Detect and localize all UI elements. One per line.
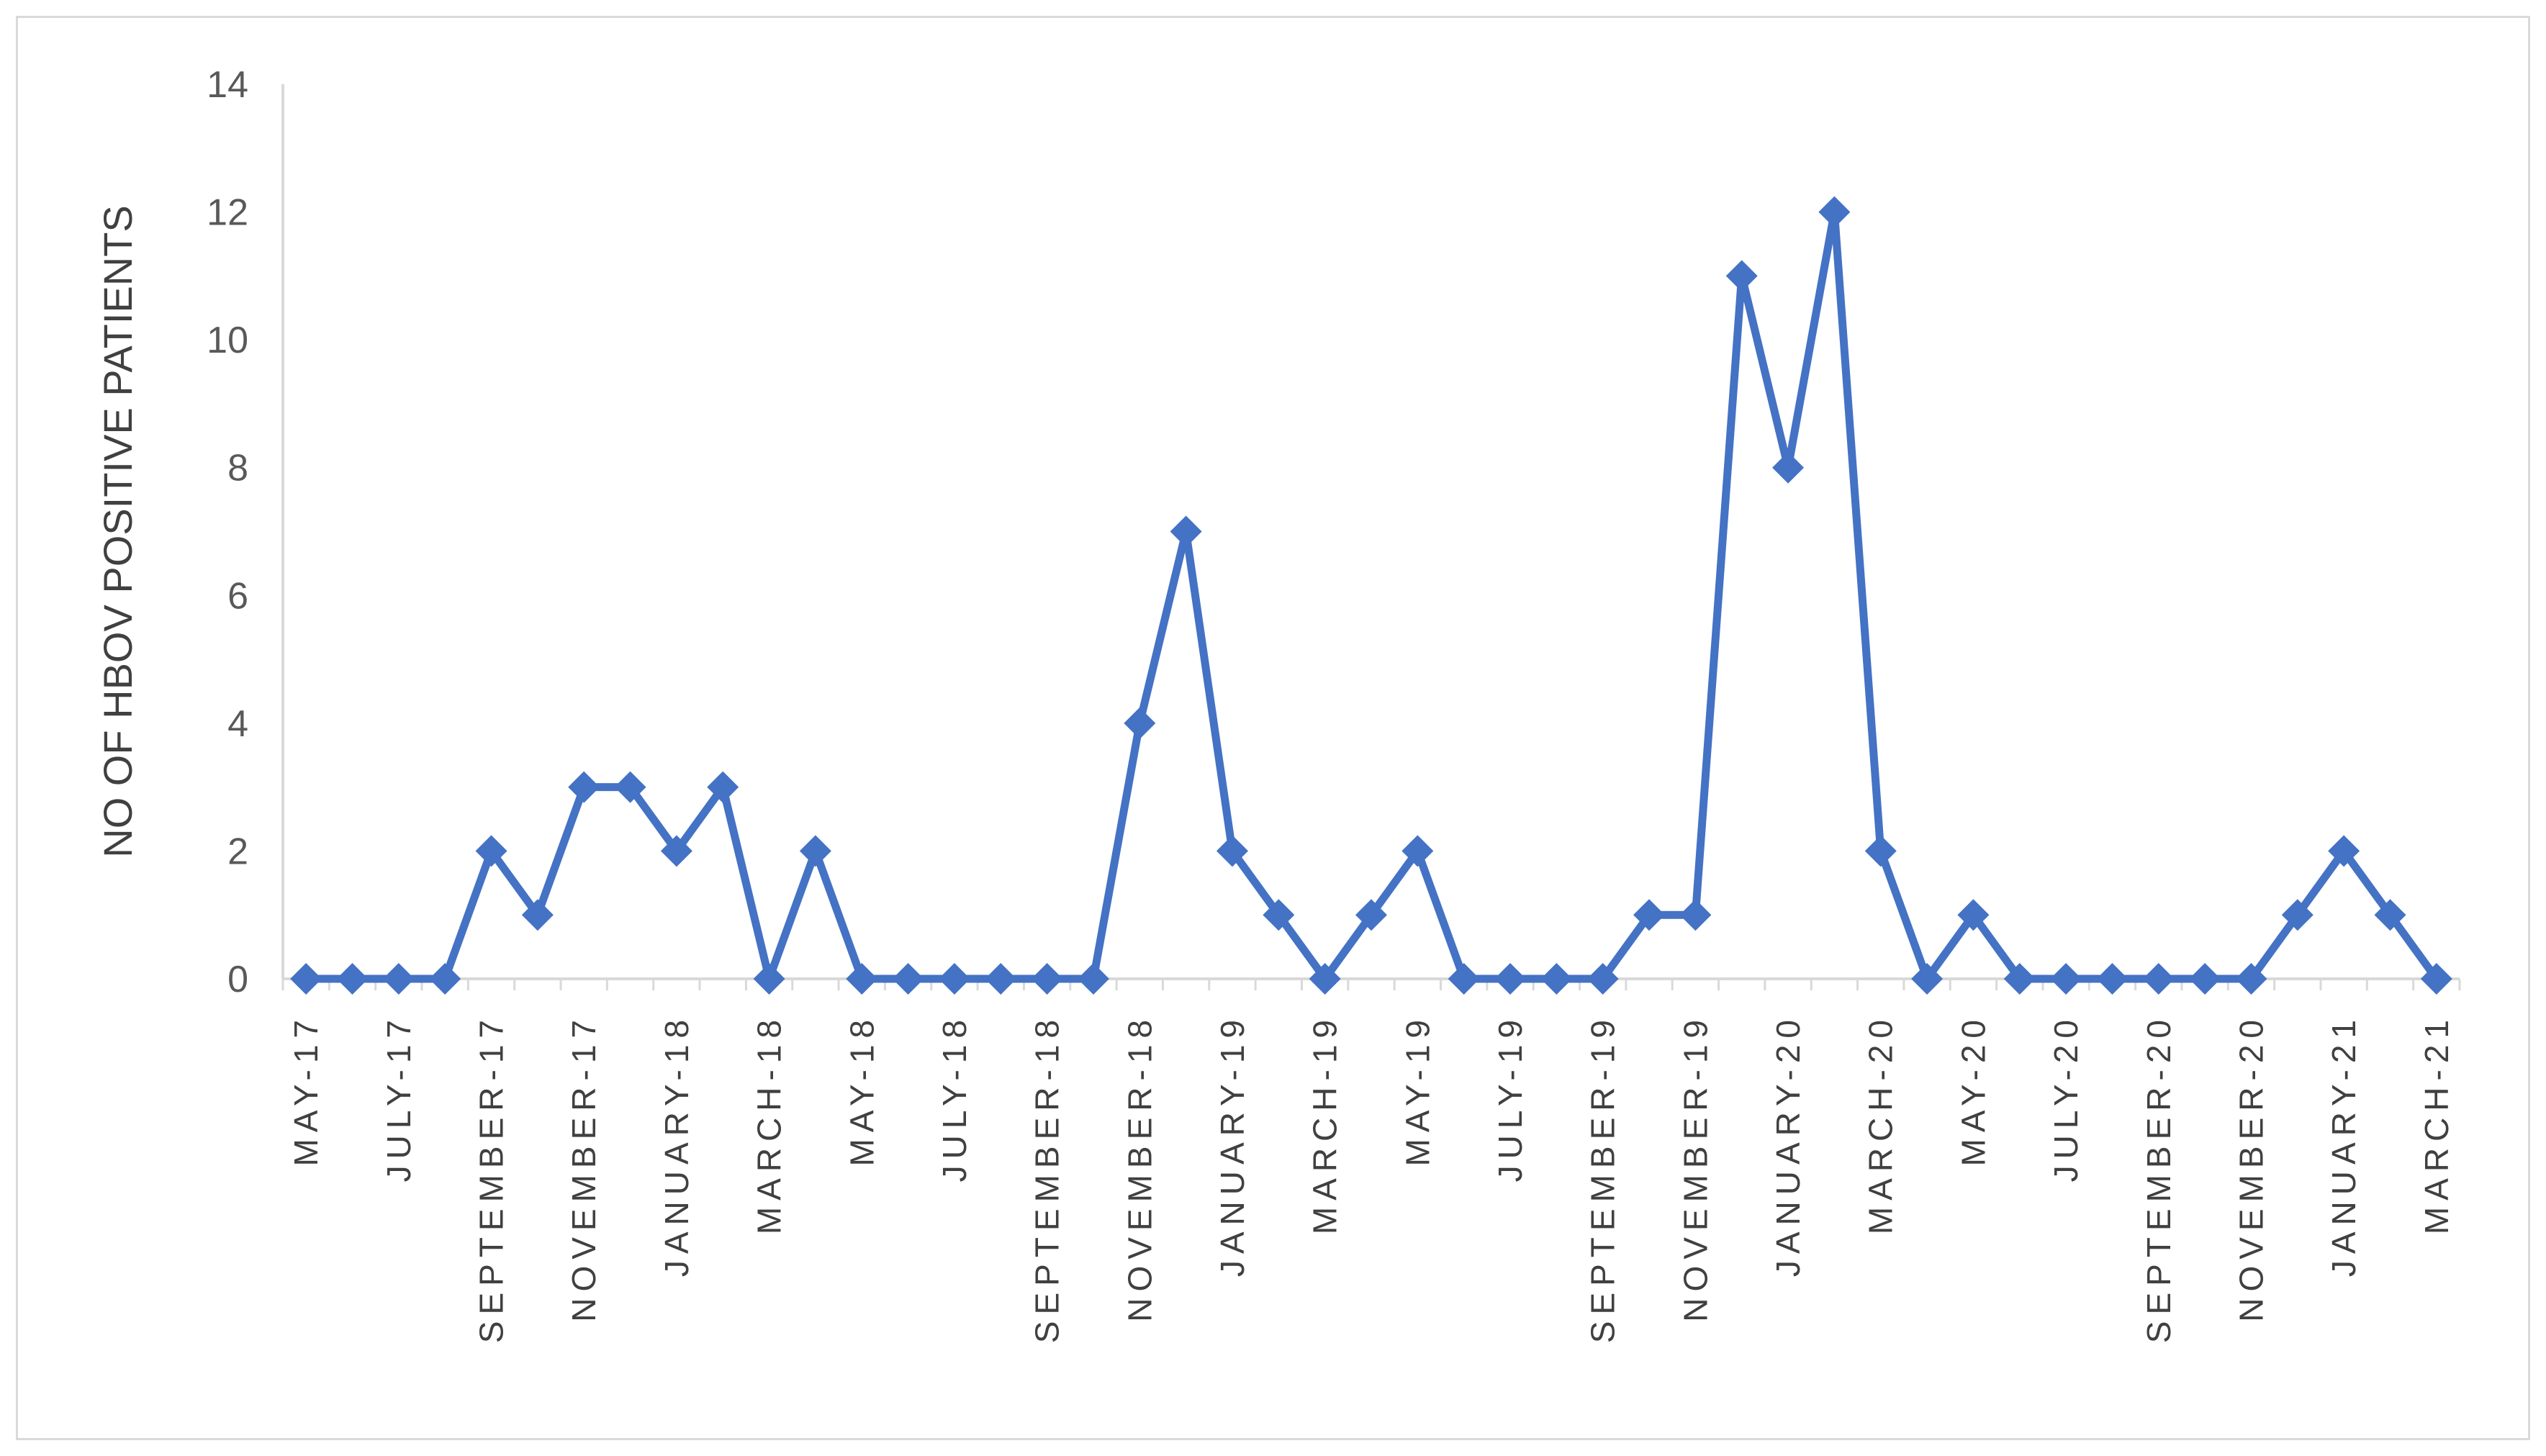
data-point: [799, 835, 831, 867]
data-point: [382, 963, 415, 995]
data-point: [1725, 260, 1758, 292]
data-point: [660, 835, 692, 867]
data-point: [2050, 963, 2082, 995]
data-point: [1170, 515, 1202, 548]
y-tick-label: 12: [207, 192, 248, 234]
axes: [281, 84, 2461, 990]
data-point: [1772, 451, 1805, 484]
x-tick-label: JULY-17: [380, 1013, 417, 1182]
x-tick-label: MARCH-19: [1306, 1013, 1344, 1234]
data-point: [1633, 899, 1666, 931]
data-point: [985, 963, 1017, 995]
x-tick-label: NOVEMBER-20: [2232, 1013, 2270, 1322]
data-point: [1031, 963, 1063, 995]
y-tick-label: 2: [227, 831, 248, 872]
x-tick-label: MAY-19: [1399, 1013, 1436, 1167]
data-point: [1957, 899, 1990, 931]
x-tick-label: NOVEMBER-18: [1121, 1013, 1158, 1322]
y-tick-label: 6: [227, 575, 248, 617]
data-point: [1077, 963, 1109, 995]
data-point: [846, 963, 878, 995]
data-point: [614, 771, 646, 803]
data-point: [1494, 963, 1527, 995]
data-point: [1586, 963, 1619, 995]
x-tick-label: JULY-19: [1491, 1013, 1529, 1182]
x-tick-labels: MAY-17 JULY-17 SEPTEMBER-17 NOVEMBER-17 JANU…: [287, 1013, 2455, 1343]
x-tick-label: NOVEMBER-19: [1676, 1013, 1714, 1322]
data-point: [1911, 963, 1944, 995]
data-point: [2328, 835, 2360, 867]
y-tick-label: 0: [227, 959, 248, 1000]
x-tick-label: JANUARY-20: [1769, 1013, 1807, 1277]
data-point: [1540, 963, 1573, 995]
data-point: [2189, 963, 2221, 995]
data-point: [1309, 963, 1341, 995]
data-point: [1864, 835, 1897, 867]
x-tick-label: MAY-20: [1954, 1013, 1992, 1167]
x-tick-label: MARCH-18: [751, 1013, 788, 1234]
x-tick-label: JANUARY-21: [2325, 1013, 2362, 1277]
x-tick-label: JANUARY-18: [658, 1013, 695, 1277]
x-tick-label: MARCH-21: [2418, 1013, 2455, 1234]
data-point: [2003, 963, 2036, 995]
data-point: [753, 963, 785, 995]
data-point: [1355, 899, 1387, 931]
data-point: [2235, 963, 2267, 995]
data-point: [1124, 707, 1156, 739]
x-tick-label: JANUARY-19: [1214, 1013, 1251, 1277]
x-tick-label: SEPTEMBER-19: [1584, 1013, 1622, 1343]
data-point: [1679, 899, 1712, 931]
series-hbov-positive: [290, 196, 2452, 995]
data-point: [707, 771, 739, 803]
data-point: [892, 963, 924, 995]
data-point: [290, 963, 322, 995]
x-tick-label: MAY-17: [287, 1013, 325, 1167]
data-point: [1263, 899, 1295, 931]
y-tick-labels: 0 2 4 6 8 10 12 14: [207, 64, 248, 1000]
data-point: [1401, 835, 1434, 867]
x-tick-label: MAY-18: [843, 1013, 880, 1167]
data-point: [2420, 963, 2452, 995]
data-point: [2374, 899, 2406, 931]
x-tick-label: JULY-18: [936, 1013, 973, 1182]
data-point: [1216, 835, 1248, 867]
x-tick-label: SEPTEMBER-17: [473, 1013, 510, 1343]
data-point: [1818, 196, 1851, 228]
data-point: [521, 899, 554, 931]
data-point: [1448, 963, 1480, 995]
x-tick-label: JULY-20: [2047, 1013, 2085, 1182]
x-tick-label: MARCH-20: [1862, 1013, 1900, 1234]
y-axis-label: NO OF HBOV POSITIVE PATIENTS: [95, 205, 140, 858]
line-chart: 0 2 4 6 8 10 12 14 MAY-17 JULY-17 SEPTEMBER-17 NOV…: [95, 64, 2461, 1343]
data-point: [2281, 899, 2313, 931]
data-point: [2096, 963, 2129, 995]
data-point: [568, 771, 600, 803]
data-point: [938, 963, 970, 995]
series-line: [306, 208, 2440, 983]
data-point: [475, 835, 507, 867]
y-tick-label: 10: [207, 320, 248, 361]
chart-frame: 0 2 4 6 8 10 12 14 MAY-17 JULY-17 SEPTEMBER-17 NOV…: [16, 16, 2530, 1440]
x-tick-label: SEPTEMBER-18: [1029, 1013, 1066, 1343]
y-tick-label: 4: [227, 703, 248, 745]
data-point: [429, 963, 461, 995]
data-point: [336, 963, 369, 995]
y-tick-label: 8: [227, 448, 248, 489]
x-tick-label: SEPTEMBER-20: [2140, 1013, 2177, 1343]
y-tick-label: 14: [207, 64, 248, 106]
x-tick-label: NOVEMBER-17: [565, 1013, 602, 1322]
data-point: [2142, 963, 2175, 995]
